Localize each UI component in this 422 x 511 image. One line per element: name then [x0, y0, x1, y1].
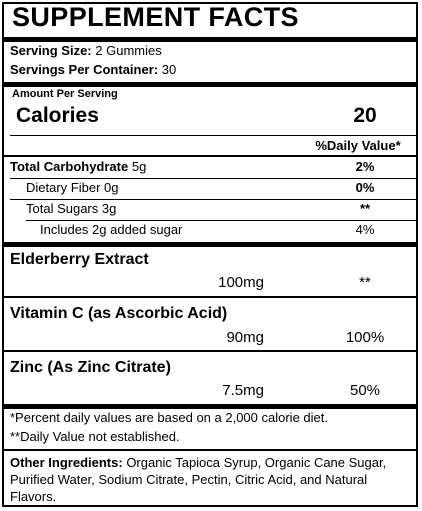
rule-under-calories — [10, 135, 416, 136]
nutrient-amount: 0g — [104, 180, 119, 195]
row-divider — [10, 199, 416, 200]
servings-per-container-value: 30 — [161, 62, 177, 77]
ingredient-dv: ** — [359, 274, 371, 291]
ingredient-name: Zinc (As Zinc Citrate) — [10, 359, 171, 376]
nutrient-label: Dietary Fiber — [26, 180, 101, 195]
ingredient-amount: 7.5mg — [222, 382, 264, 399]
nutrient-row: Includes 2g added sugar — [40, 222, 416, 237]
nutrient-label: Includes 2g added sugar — [40, 222, 183, 237]
nutrient-label: Total Carbohydrate — [10, 159, 129, 174]
rule-under-ingredients — [4, 404, 416, 409]
nutrient-dv: 0% — [355, 180, 375, 195]
supplement-facts-panel: SUPPLEMENT FACTS Serving Size: 2 Gummies… — [2, 2, 418, 507]
nutrient-dv: 2% — [355, 159, 375, 174]
daily-value-header: %Daily Value* — [315, 138, 401, 153]
footnote: *Percent daily values are based on a 2,0… — [10, 410, 328, 425]
ingredient-name: Vitamin C (as Ascorbic Acid) — [10, 305, 228, 322]
ingredient-amount: 90mg — [226, 329, 264, 346]
servings-per-container-label: Servings Per Container: — [10, 62, 159, 77]
nutrient-amount: 3g — [101, 201, 117, 216]
row-divider — [10, 178, 416, 179]
ingredient-dv: 50% — [349, 382, 381, 399]
rule-under-nutrients — [4, 242, 416, 247]
rule-under-footnotes — [4, 449, 416, 451]
serving-size-label: Serving Size: — [10, 43, 92, 58]
calories-value: 20 — [353, 104, 377, 127]
nutrient-dv: 4% — [355, 222, 375, 237]
rule-under-serving — [4, 82, 416, 87]
ingredient-dv: 100% — [345, 329, 385, 346]
nutrient-row: Total Sugars 3g — [26, 201, 416, 216]
calories-label: Calories — [16, 104, 99, 127]
nutrient-row: Total Carbohydrate 5g — [10, 159, 416, 174]
ingredient-amount: 100mg — [218, 274, 264, 291]
other-ingredients-label: Other Ingredients: — [10, 455, 123, 470]
nutrient-label: Total Sugars — [26, 201, 99, 216]
amount-per-serving: Amount Per Serving — [12, 88, 118, 100]
other-ingredients-text: Organic Tapioca Syrup, Organic Cane Suga… — [10, 455, 387, 504]
footnote: **Daily Value not established. — [10, 429, 180, 444]
nutrient-dv: ** — [359, 201, 371, 216]
ingredient-divider — [4, 350, 416, 352]
nutrient-amount: 5g — [131, 159, 147, 174]
rule-under-dv-header — [4, 155, 416, 157]
other-ingredients: Other Ingredients: Organic Tapioca Syrup… — [10, 454, 408, 505]
rule-under-title — [4, 37, 416, 42]
ingredient-divider — [4, 296, 416, 298]
nutrient-row: Dietary Fiber 0g — [26, 180, 416, 195]
serving-size-row: Serving Size: 2 Gummies — [10, 43, 416, 58]
row-divider — [26, 220, 416, 221]
servings-per-container-row: Servings Per Container: 30 — [10, 62, 416, 77]
serving-size-value: 2 Gummies — [95, 43, 162, 58]
ingredient-name: Elderberry Extract — [10, 251, 149, 268]
panel-title: SUPPLEMENT FACTS — [12, 2, 299, 32]
